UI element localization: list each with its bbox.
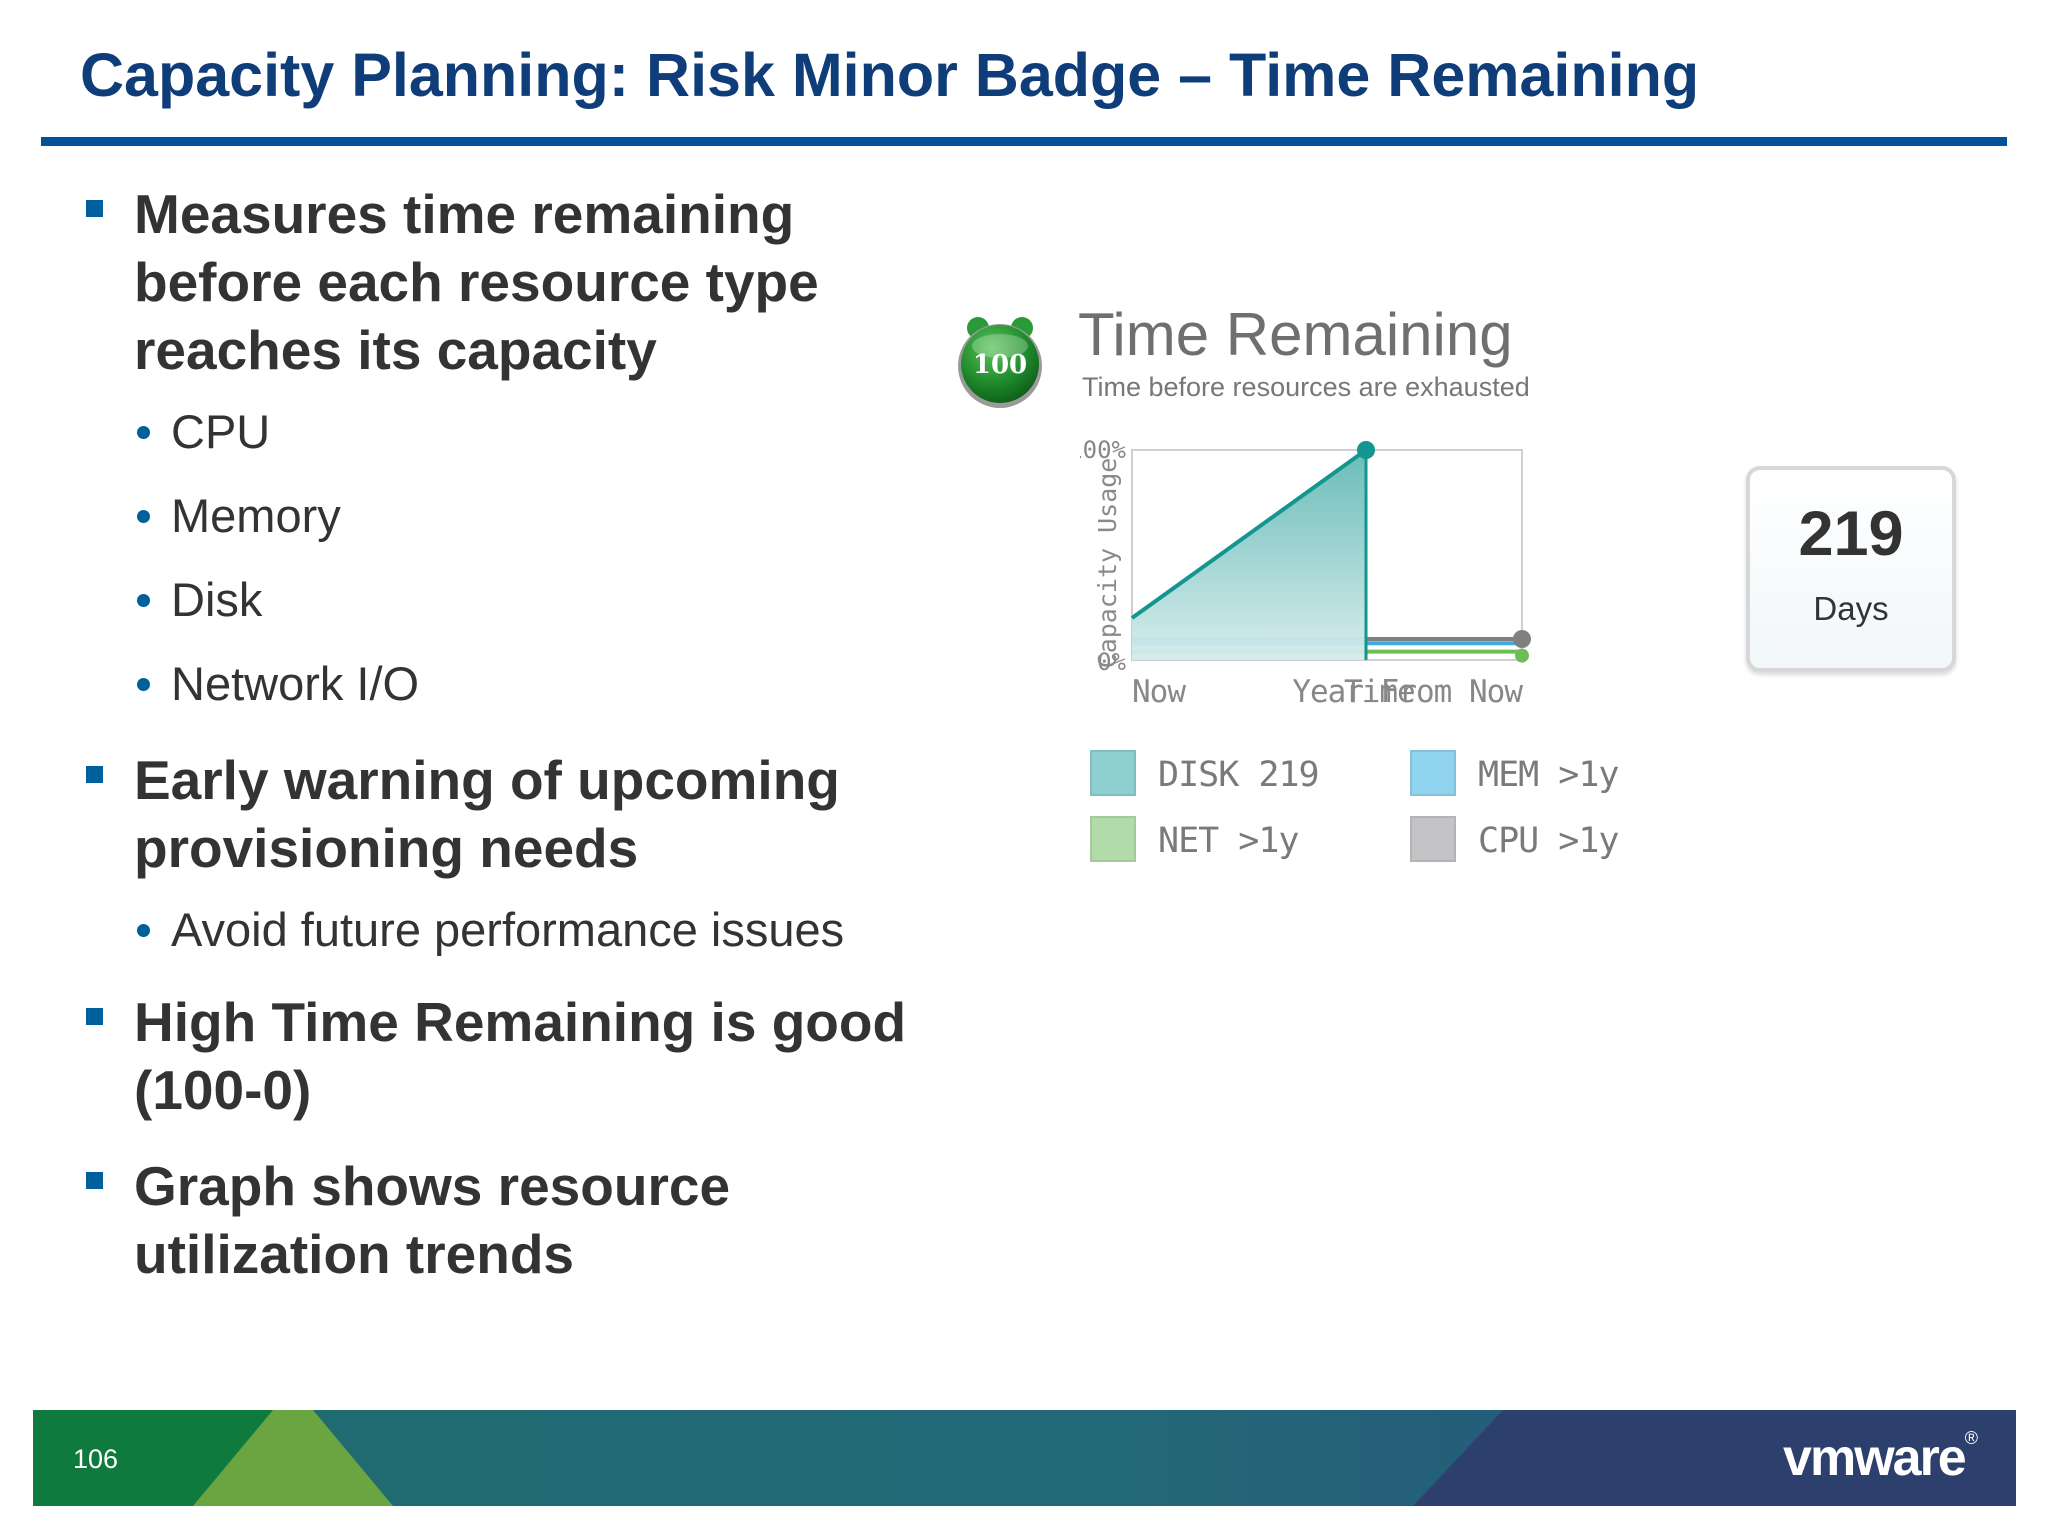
series-line-disk <box>1130 448 1368 620</box>
bullet-measures: Measures time remaining before each reso… <box>86 180 966 384</box>
sub-bullet-avoid: Avoid future performance issues <box>86 900 966 960</box>
x-tick-label: Now <box>1132 674 1186 710</box>
square-bullet-icon <box>86 1172 103 1189</box>
vmware-logo: vmware® <box>1783 1428 1978 1488</box>
legend-swatch <box>1410 750 1456 796</box>
badge-value: 100 <box>973 350 1027 380</box>
sub-bullet-network: Network I/O <box>86 654 966 714</box>
dot-bullet-icon <box>137 594 150 607</box>
dot-bullet-icon <box>137 510 150 523</box>
sub-bullet-text: Avoid future performance issues <box>171 903 845 956</box>
sub-bullet-text: Disk <box>171 573 263 626</box>
series-point-disk <box>1357 441 1375 459</box>
dot-bullet-icon <box>137 426 150 439</box>
bullet-list: Measures time remaining before each reso… <box>86 180 966 1288</box>
legend-swatch <box>1410 816 1456 862</box>
footer-banner: 106 vmware® <box>33 1410 2016 1506</box>
stopwatch-icon: 100 <box>958 317 1042 408</box>
widget-title: Time Remaining <box>1078 301 1513 368</box>
sub-bullet-cpu: CPU <box>86 402 966 462</box>
widget-subtitle: Time before resources are exhausted <box>1082 372 1530 402</box>
series-end-point-net <box>1515 648 1529 663</box>
bullet-text: Early warning of upcoming provisioning n… <box>134 749 840 879</box>
days-label: Days <box>1813 590 1889 627</box>
legend-swatch <box>1090 816 1136 862</box>
legend-label: MEM >1y <box>1478 755 1620 795</box>
time-remaining-widget: 100 Time Remaining Time before resources… <box>940 300 2000 900</box>
days-value: 219 <box>1798 499 1904 569</box>
bullet-graph: Graph shows resource utilization trends <box>86 1152 966 1288</box>
slide-title: Capacity Planning: Risk Minor Badge – Ti… <box>80 41 1700 109</box>
x-tick-label: Year From Now <box>1292 674 1523 710</box>
page-number: 106 <box>73 1444 119 1474</box>
sub-bullet-disk: Disk <box>86 570 966 630</box>
bullet-text: High Time Remaining is good (100-0) <box>134 991 907 1121</box>
dot-bullet-icon <box>137 924 150 937</box>
y-axis-label: Capacity Usage <box>1093 458 1122 669</box>
title-underline <box>41 137 2007 146</box>
sub-bullet-memory: Memory <box>86 486 966 546</box>
legend-label: NET >1y <box>1158 821 1300 861</box>
days-remaining-card: 219 Days <box>1746 466 1956 672</box>
footer-graphic <box>33 1410 2016 1506</box>
bullet-early-warning: Early warning of upcoming provisioning n… <box>86 746 966 882</box>
bullet-text: Measures time remaining before each reso… <box>134 183 819 381</box>
registered-mark: ® <box>1964 1428 1978 1448</box>
y-tick-label: 0% <box>1097 648 1126 676</box>
square-bullet-icon <box>86 200 103 217</box>
sub-bullet-text: Memory <box>171 489 341 542</box>
dot-bullet-icon <box>137 678 150 691</box>
legend-label: CPU >1y <box>1478 821 1620 861</box>
series-end-point-cpu <box>1513 630 1531 648</box>
legend-swatch <box>1090 750 1136 796</box>
sub-bullet-text: CPU <box>171 405 271 458</box>
legend-label: DISK 219 <box>1158 755 1320 795</box>
y-tick-label: 100% <box>1080 440 1127 464</box>
bullet-text: Graph shows resource utilization trends <box>134 1155 731 1285</box>
square-bullet-icon <box>86 1008 103 1025</box>
bullet-high-time: High Time Remaining is good (100-0) <box>86 988 966 1124</box>
series-area-disk <box>1132 450 1366 660</box>
sub-bullet-text: Network I/O <box>171 657 420 710</box>
chart-legend: DISK 219 MEM >1y NET >1y CPU >1y <box>1090 750 1650 890</box>
brand-name: vmware <box>1783 1429 1967 1487</box>
square-bullet-icon <box>86 766 103 783</box>
x-tick-label: Time <box>1344 674 1415 710</box>
